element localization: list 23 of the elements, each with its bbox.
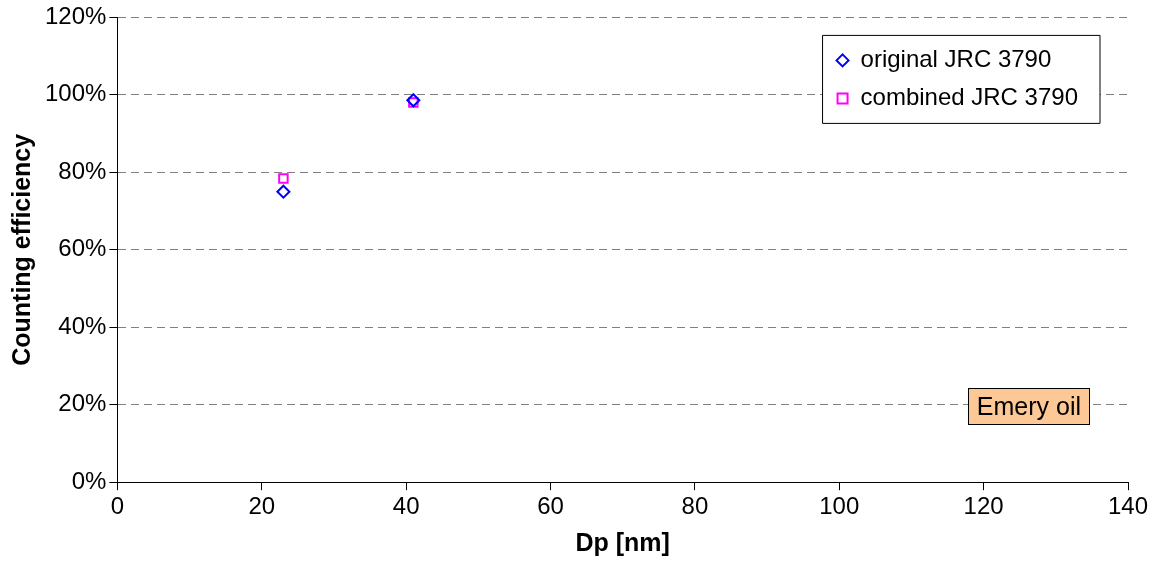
x-tick-label: 40: [392, 492, 420, 520]
legend-label: combined JRC 3790: [860, 83, 1078, 111]
x-tick-label: 120: [963, 492, 1004, 520]
point: [406, 93, 421, 108]
x-axis-title: Dp [nm]: [575, 527, 670, 556]
x-tick-label: 0: [110, 492, 125, 520]
x-tick-label: 140: [1107, 492, 1149, 520]
y-tick-label: 40%: [58, 311, 107, 339]
legend-label: original JRC 3790: [860, 45, 1052, 73]
y-tick-label: 0%: [71, 466, 107, 494]
point: [276, 184, 291, 199]
annotation: Emery oil: [967, 388, 1090, 425]
x-tick-label: 100: [819, 492, 860, 520]
x-tick-label: 20: [248, 492, 276, 520]
y-tick-label: 100%: [44, 79, 107, 107]
y-tick-label: 120%: [44, 2, 107, 30]
y-tick-label: 80%: [58, 156, 107, 184]
y-tick-label: 20%: [58, 389, 107, 417]
x-tick-label: 60: [537, 492, 564, 520]
point: [278, 173, 289, 184]
y-tick-label: 60%: [58, 234, 107, 262]
y-axis-title: Counting efficiency: [6, 133, 35, 366]
x-tick-label: 80: [681, 492, 709, 520]
